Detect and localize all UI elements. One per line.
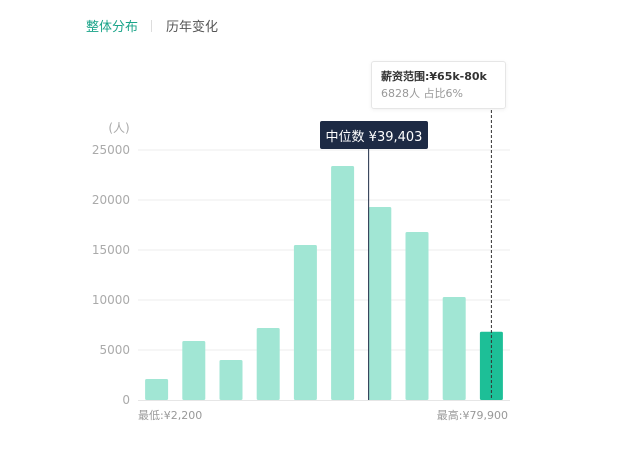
bar[interactable] [405,232,429,400]
bar[interactable] [442,297,466,400]
bar[interactable] [331,166,355,400]
y-tick-label: 10000 [92,293,130,307]
bars [145,166,503,400]
y-tick-label: 0 [122,393,130,407]
max-salary-label: 最高:¥79,900 [437,408,508,422]
y-axis-unit-label: (人) [108,121,129,135]
bar[interactable] [182,341,206,400]
bar[interactable] [256,328,280,400]
bar[interactable] [368,207,392,400]
y-tick-label: 15000 [92,243,130,257]
distribution-tabs: 整体分布 历年变化 [86,16,218,35]
tooltip-salary-range: 薪资范围:¥65k-80k [381,70,487,83]
tab-overall-distribution[interactable]: 整体分布 [86,20,139,35]
median-salary-label: 中位数 ¥39,403 [320,121,428,149]
tooltip-count-share: 6828人 占比6% [381,87,463,100]
tab-divider [151,19,153,32]
y-tick-label: 25000 [92,143,130,157]
bar[interactable] [293,245,317,400]
y-axis-ticks: 0 5000 10000 15000 20000 25000 [92,143,130,407]
tab-yearly-change[interactable]: 历年变化 [166,20,219,35]
y-tick-label: 5000 [99,343,130,357]
bar[interactable] [145,379,169,400]
bar-tooltip: 薪资范围:¥65k-80k 6828人 占比6% [371,61,506,109]
y-tick-label: 20000 [92,193,130,207]
min-salary-label: 最低:¥2,200 [138,409,202,422]
bar[interactable] [219,360,243,400]
